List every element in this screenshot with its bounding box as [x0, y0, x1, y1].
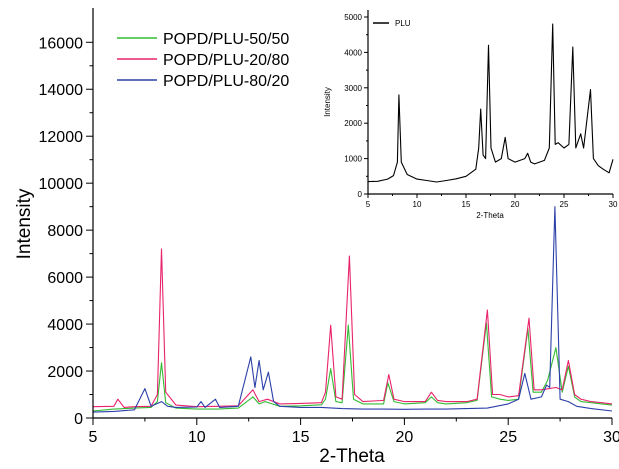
main-x-tick-label: 5 [89, 429, 98, 446]
main-x-tick-label: 30 [603, 429, 619, 446]
main-y-tick-label: 12000 [39, 129, 84, 146]
main-series-line-0 [92, 322, 613, 412]
main-y-tick-label: 0 [74, 411, 83, 428]
inset-background [368, 10, 613, 195]
main-series-line-1 [92, 248, 613, 408]
main-legend: POPD/PLU-50/50 POPD/PLU-20/80 POPD/PLU-80/… [117, 31, 289, 90]
main-y-tick-label: 8000 [47, 223, 83, 240]
inset-legend: PLU [373, 19, 411, 28]
main-y-tick-label: 2000 [47, 364, 83, 381]
inset-y-ticks: 0 1000 2000 3000 4000 5000 [344, 13, 368, 199]
main-y-tick-label: 4000 [47, 317, 83, 334]
inset-x-axis-title: 2-Theta [476, 211, 504, 220]
main-series-line-2 [92, 206, 613, 413]
main-x-tick-label: 25 [499, 429, 517, 446]
main-x-tick-label: 10 [188, 429, 206, 446]
inset-x-tick-label: 30 [609, 200, 618, 209]
main-legend-label-1: POPD/PLU-20/80 [163, 52, 289, 69]
inset-y-axis-title: Intensity [323, 87, 332, 117]
inset-series-line-0 [367, 23, 614, 183]
inset-legend-label-0: PLU [395, 19, 411, 28]
main-y-tick-label: 16000 [39, 35, 84, 52]
inset-y-tick-label: 3000 [344, 84, 362, 93]
inset-x-tick-label: 15 [462, 200, 471, 209]
inset-series-group [367, 23, 614, 183]
main-y-tick-label: 10000 [39, 176, 84, 193]
inset-x-tick-label: 20 [511, 200, 520, 209]
main-y-axis-title: Intensity [14, 188, 35, 259]
inset-y-tick-label: 1000 [344, 155, 362, 164]
main-y-tick-label: 6000 [47, 270, 83, 287]
inset-x-tick-label: 10 [413, 200, 422, 209]
inset-y-tick-label: 5000 [344, 13, 362, 22]
main-y-ticks: 0 2000 4000 6000 8000 10000 12000 14000 16000 [39, 35, 93, 428]
main-x-tick-label: 20 [396, 429, 414, 446]
main-x-ticks: 5 10 15 20 25 30 [89, 418, 619, 446]
inset-y-tick-label: 0 [358, 190, 363, 199]
inset-x-tick-label: 5 [366, 200, 371, 209]
main-legend-label-2: POPD/PLU-80/20 [163, 73, 289, 90]
main-x-tick-label: 15 [292, 429, 310, 446]
inset-x-tick-label: 25 [560, 200, 569, 209]
inset-x-ticks: 5 10 15 20 25 30 [366, 194, 618, 209]
inset-plot: 5 10 15 20 25 30 0 1000 2000 3000 4000 5000 2-Thet… [323, 10, 618, 220]
inset-y-tick-label: 4000 [344, 48, 362, 57]
inset-y-tick-label: 2000 [344, 119, 362, 128]
main-x-axis-title: 2-Theta [319, 446, 385, 467]
main-y-tick-label: 14000 [39, 82, 84, 99]
main-plot: 5 10 15 20 25 30 0200040006000800010000120001… [14, 8, 619, 467]
main-series-group [92, 206, 613, 413]
main-legend-label-0: POPD/PLU-50/50 [163, 31, 289, 48]
